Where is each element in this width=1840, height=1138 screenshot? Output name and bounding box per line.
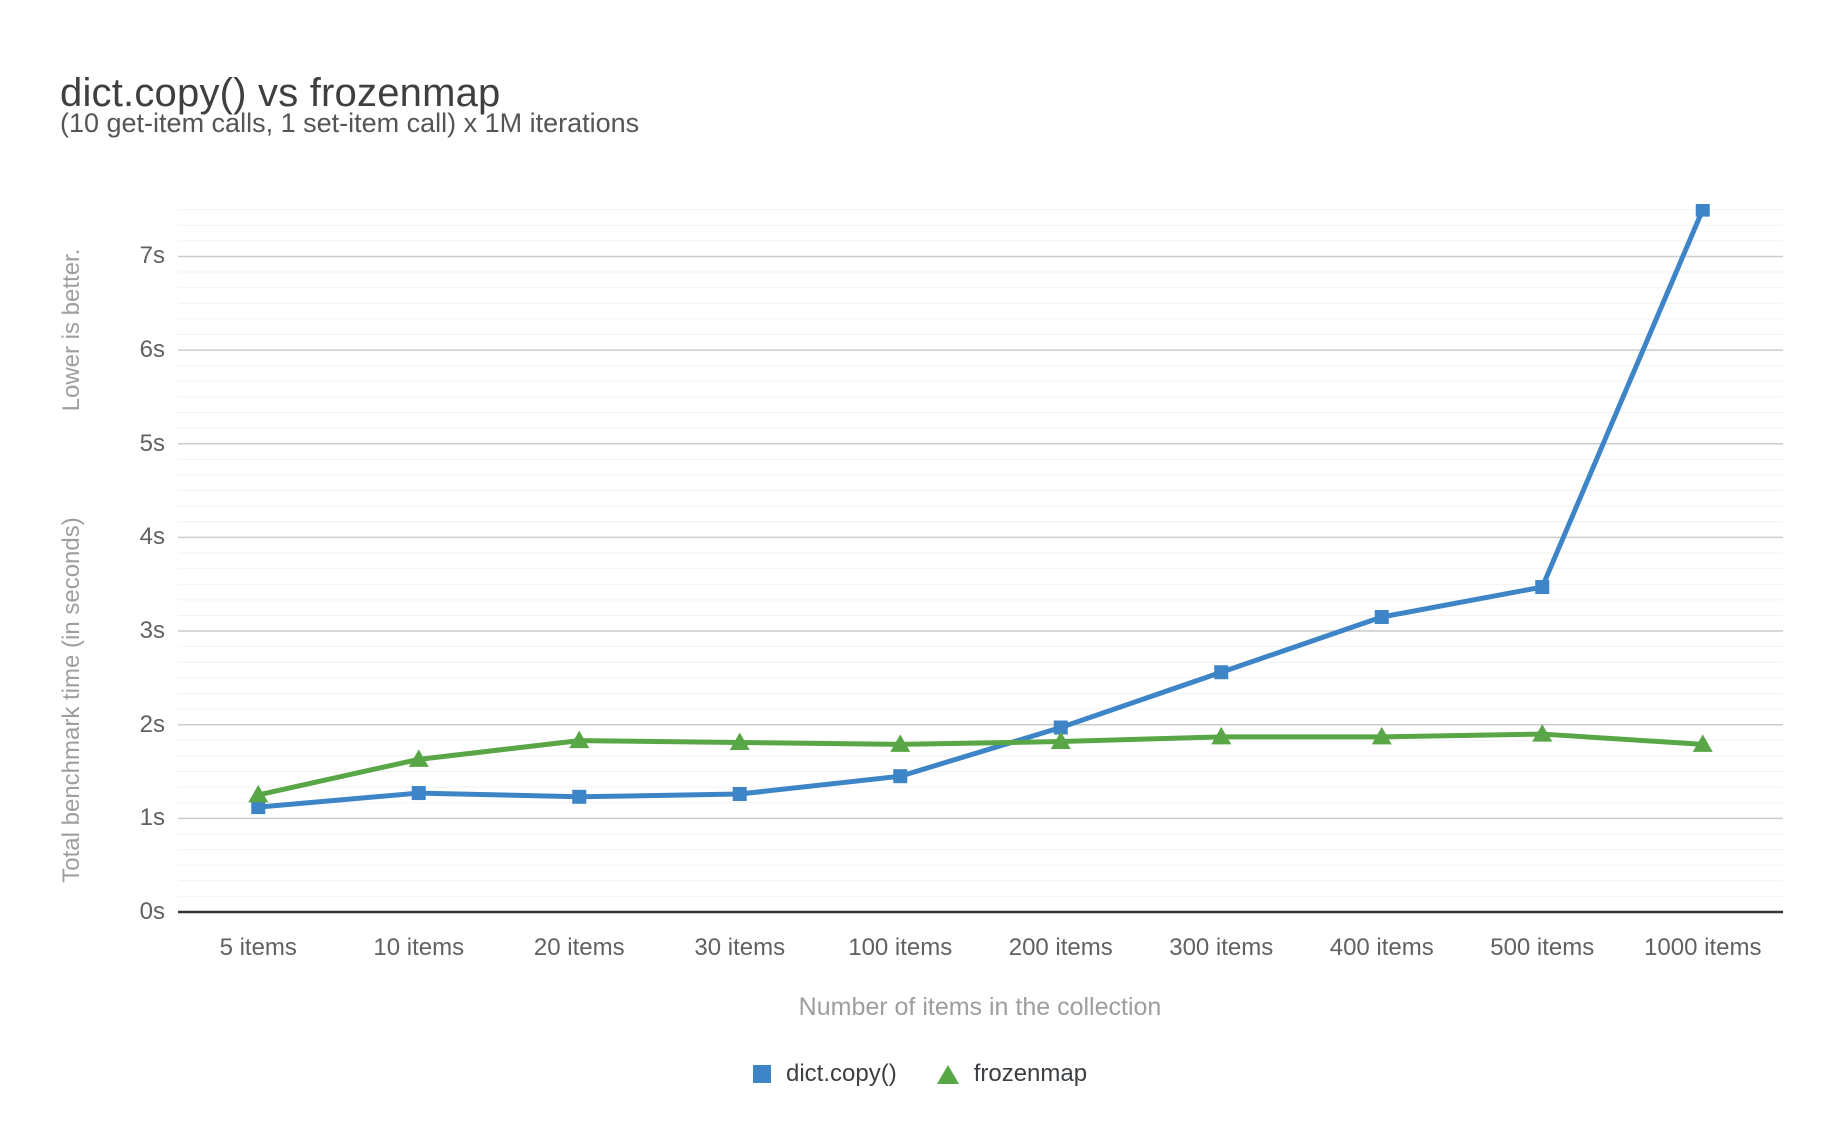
data-point-marker [890, 734, 911, 752]
legend: dict.copy() frozenmap [753, 1060, 1087, 1088]
x-axis-title: Number of items in the collection [798, 993, 1162, 1021]
triangle-marker-icon [936, 1064, 959, 1084]
data-point-marker [1535, 580, 1550, 595]
legend-label: frozenmap [973, 1060, 1088, 1087]
data-point-marker [572, 789, 587, 804]
data-point-marker [411, 786, 426, 801]
data-point-marker [732, 787, 747, 801]
x-tick-label: 20 items [533, 934, 625, 961]
data-point-marker [1374, 610, 1389, 624]
data-point-marker [1692, 734, 1713, 752]
data-point-marker [251, 800, 266, 815]
x-tick-label: 100 items [848, 934, 953, 961]
y-tick-label: 6s [139, 336, 165, 364]
data-point-marker [893, 769, 908, 784]
y-tick-label: 0s [139, 898, 165, 925]
y-tick-label: 5s [139, 429, 165, 457]
y-tick-label: 2s [139, 710, 165, 738]
x-tick-label: 5 items [219, 934, 297, 961]
x-tick-label: 1000 items [1644, 934, 1762, 961]
data-point-marker [1371, 726, 1392, 745]
data-point-marker [248, 784, 269, 803]
data-point-marker [1695, 204, 1710, 217]
y-tick-label: 4s [139, 523, 165, 551]
data-point-marker [1211, 726, 1232, 745]
data-point-marker [569, 730, 590, 749]
data-point-marker [1050, 731, 1071, 750]
y-tick-label: 7s [139, 242, 165, 270]
y-tick-label: 1s [139, 804, 165, 832]
legend-item-dict-copy: dict.copy() [753, 1060, 897, 1088]
x-tick-label: 400 items [1329, 934, 1434, 961]
chart-subtitle: (10 get-item calls, 1 set-item call) x 1… [60, 108, 640, 138]
data-point-marker [408, 749, 429, 767]
legend-label: dict.copy() [786, 1060, 897, 1087]
square-marker-icon [753, 1065, 771, 1083]
y-tick-label: 3s [139, 617, 165, 645]
data-point-marker [1532, 724, 1553, 742]
x-tick-label: 300 items [1169, 934, 1274, 961]
x-tick-label: 30 items [694, 934, 786, 961]
data-point-marker [1214, 665, 1229, 680]
chart-title: dict.copy() vs frozenmap [60, 70, 501, 115]
data-point-marker [1053, 720, 1068, 735]
x-tick-label: 500 items [1490, 934, 1595, 961]
series-line-dict-copy [255, 207, 1706, 810]
x-tick-label: 200 items [1008, 934, 1113, 961]
series-line-frozenmap [255, 731, 1706, 798]
data-point-marker [729, 732, 750, 750]
legend-item-frozenmap: frozenmap [936, 1060, 1088, 1088]
x-tick-label: 10 items [373, 934, 465, 961]
